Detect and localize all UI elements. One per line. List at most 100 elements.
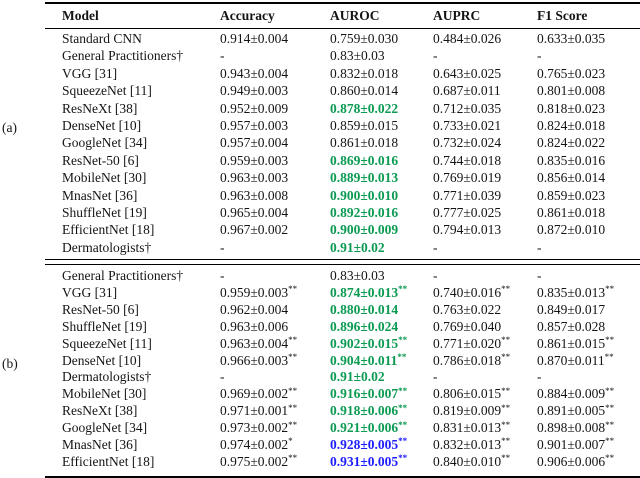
- cell-accuracy: 0.963±0.008: [220, 187, 289, 203]
- cell-auroc: 0.889±0.013: [330, 170, 399, 186]
- cell-f1: -: [537, 48, 542, 64]
- table-row: VGG [31] 0.959±0.003** 0.874±0.013** 0.740±…: [45, 285, 640, 302]
- cell-model: SqueezeNet [11]: [62, 83, 152, 99]
- table-row: ResNet-50 [6] 0.962±0.004 0.880±0.014 0.763…: [45, 302, 640, 319]
- cell-auroc: 0.928±0.005**: [330, 436, 408, 452]
- col-header-f1: F1 Score: [537, 8, 588, 23]
- significance-marker: *: [288, 436, 293, 447]
- cell-f1: 0.898±0.008**: [537, 419, 615, 436]
- cell-accuracy: 0.959±0.003**: [220, 284, 298, 300]
- significance-marker: **: [288, 352, 298, 363]
- significance-marker: **: [605, 402, 615, 413]
- cell-auprc: -: [433, 239, 438, 255]
- cell-auprc: 0.831±0.013**: [433, 419, 511, 436]
- table-row: SqueezeNet [11] 0.963±0.004** 0.902±0.015*…: [45, 336, 640, 353]
- cell-accuracy: 0.971±0.001**: [220, 402, 298, 419]
- cell-f1: 0.906±0.006**: [537, 453, 615, 469]
- significance-marker: **: [501, 352, 511, 363]
- cell-model: ResNeXt [38]: [62, 403, 138, 419]
- cell-model: GoogleNet [34]: [62, 420, 148, 436]
- cell-model: GoogleNet [34]: [62, 135, 148, 151]
- cell-f1: 0.824±0.018: [537, 117, 606, 133]
- cell-auroc: 0.83±0.03: [330, 48, 385, 64]
- cell-f1: 0.857±0.028: [537, 318, 606, 334]
- cell-model: ResNeXt [38]: [62, 100, 138, 116]
- cell-model: Dermatologists†: [62, 239, 152, 255]
- cell-f1: 0.861±0.018: [537, 204, 606, 220]
- cell-auroc: 0.859±0.015: [330, 117, 399, 133]
- table-row: DenseNet [10] 0.957±0.003 0.859±0.015 0.733…: [45, 117, 640, 134]
- cell-auprc: 0.712±0.035: [433, 100, 502, 116]
- cell-accuracy: 0.943±0.004: [220, 65, 289, 81]
- cell-f1: -: [537, 268, 542, 284]
- cell-accuracy: 0.957±0.004: [220, 135, 289, 151]
- results-table: Model Accuracy AUROC AUPRC F1 Score Standard…: [45, 0, 640, 478]
- significance-marker: **: [288, 453, 298, 464]
- significance-marker: **: [501, 385, 511, 396]
- significance-marker: **: [605, 453, 615, 464]
- cell-accuracy: 0.966±0.003**: [220, 352, 298, 368]
- cell-accuracy: 0.973±0.002**: [220, 419, 298, 436]
- cell-f1: 0.872±0.010: [537, 222, 606, 238]
- cell-auroc: 0.880±0.014: [330, 301, 399, 317]
- cell-auroc: 0.759±0.030: [330, 31, 399, 46]
- table-row: EfficientNet [18] 0.975±0.002** 0.931±0.00…: [45, 454, 640, 471]
- cell-f1: 0.891±0.005**: [537, 402, 615, 419]
- cell-model: Standard CNN: [62, 31, 142, 46]
- table-row: MnasNet [36] 0.963±0.008 0.900±0.010 0.771±…: [45, 187, 640, 204]
- significance-marker: **: [398, 419, 408, 430]
- significance-marker: **: [605, 335, 615, 346]
- cell-accuracy: 0.963±0.004**: [220, 335, 298, 351]
- significance-marker: **: [288, 419, 298, 430]
- cell-f1: 0.901±0.007**: [537, 436, 615, 452]
- cell-f1: 0.818±0.023: [537, 100, 606, 116]
- table-row: VGG [31] 0.943±0.004 0.832±0.018 0.643±0.02…: [45, 65, 640, 82]
- cell-auprc: 0.840±0.010**: [433, 453, 511, 469]
- cell-auprc: 0.643±0.025: [433, 65, 502, 81]
- significance-marker: **: [501, 402, 511, 413]
- cell-auprc: 0.819±0.009**: [433, 402, 511, 419]
- table-row: ResNet-50 [6] 0.959±0.003 0.869±0.016 0.744…: [45, 152, 640, 169]
- top-rule: [45, 2, 640, 4]
- table-row: MobileNet [30] 0.969±0.002** 0.916±0.007**…: [45, 386, 640, 403]
- cell-auroc: 0.861±0.018: [330, 135, 399, 151]
- cell-model: VGG [31]: [62, 284, 118, 300]
- cell-accuracy: 0.967±0.002: [220, 222, 289, 238]
- cell-auprc: 0.744±0.018: [433, 152, 502, 168]
- table-row: ResNeXt [38] 0.971±0.001** 0.918±0.006** 0.…: [45, 403, 640, 420]
- table-row: Dermatologists† - 0.91±0.02 - -: [45, 239, 640, 256]
- cell-model: DenseNet [10]: [62, 352, 142, 368]
- significance-marker: **: [398, 284, 408, 295]
- col-header-accuracy: Accuracy: [220, 8, 275, 23]
- significance-marker: **: [605, 419, 615, 430]
- panel-label-b: (b): [2, 356, 18, 371]
- significance-marker: **: [397, 352, 407, 363]
- cell-auroc: 0.900±0.010: [330, 187, 399, 203]
- cell-auprc: 0.687±0.011: [433, 83, 501, 99]
- cell-model: DenseNet [10]: [62, 117, 142, 133]
- cell-auroc: 0.874±0.013**: [330, 284, 408, 300]
- cell-auroc: 0.91±0.02: [330, 369, 385, 385]
- cell-auroc: 0.878±0.022: [330, 100, 399, 116]
- significance-marker: **: [501, 284, 511, 295]
- cell-accuracy: -: [220, 48, 225, 64]
- cell-auprc: 0.484±0.026: [433, 31, 502, 46]
- col-header-model: Model: [62, 8, 99, 23]
- cell-f1: 0.849±0.017: [537, 301, 606, 317]
- table-row: GoogleNet [34] 0.957±0.004 0.861±0.018 0.73…: [45, 134, 640, 151]
- cell-auprc: 0.740±0.016**: [433, 284, 511, 300]
- table-row: ShuffleNet [19] 0.965±0.004 0.892±0.016 0.7…: [45, 204, 640, 221]
- cell-f1: 0.824±0.022: [537, 135, 606, 151]
- cell-auprc: 0.733±0.021: [433, 117, 502, 133]
- cell-model: EfficientNet [18]: [62, 453, 155, 469]
- cell-auroc: 0.931±0.005**: [330, 453, 408, 469]
- significance-marker: **: [398, 335, 408, 346]
- significance-marker: **: [288, 402, 298, 413]
- significance-marker: **: [501, 436, 511, 447]
- cell-auprc: 0.769±0.040: [433, 318, 502, 334]
- significance-marker: **: [501, 453, 511, 464]
- cell-model: SqueezeNet [11]: [62, 335, 152, 351]
- table-row: General Practitioners† - 0.83±0.03 - -: [45, 47, 640, 64]
- significance-marker: **: [288, 335, 298, 346]
